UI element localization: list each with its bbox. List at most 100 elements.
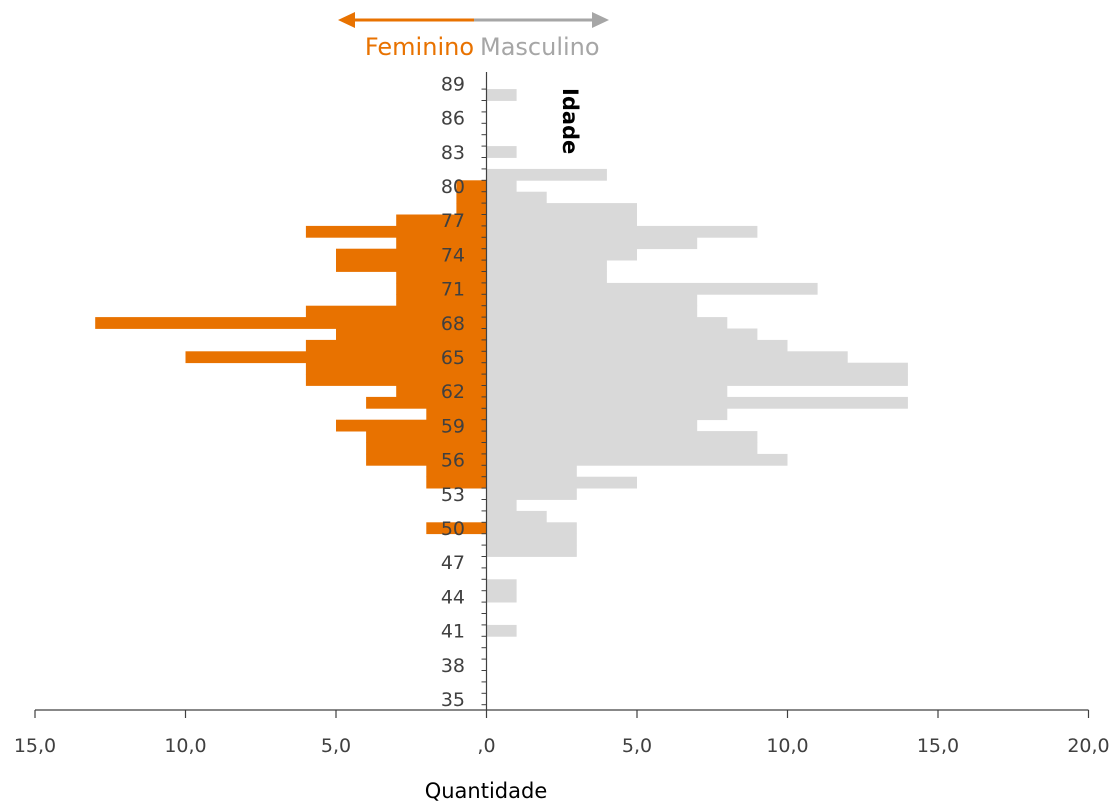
x-tick-label: 15,0 [917, 735, 959, 757]
bar-feminino-74 [336, 248, 487, 261]
bar-masculino-61 [486, 396, 908, 409]
bar-masculino-53 [486, 488, 577, 500]
bar-feminino-75 [396, 237, 487, 250]
bar-masculino-41 [486, 624, 517, 637]
bar-feminino-58 [366, 431, 487, 443]
y-tick-label: 65 [441, 347, 465, 369]
y-tick-label: 35 [441, 689, 465, 711]
bar-masculino-63 [486, 374, 908, 386]
bar-masculino-56 [486, 453, 788, 466]
bar-feminino-56 [366, 453, 487, 466]
bar-masculino-74 [486, 248, 637, 261]
bar-feminino-77 [396, 214, 487, 227]
y-tick-label: 47 [441, 552, 465, 574]
bars-group [95, 89, 908, 637]
bar-masculino-88 [486, 89, 517, 101]
y-tick-label: 86 [441, 108, 465, 130]
bar-masculino-50 [486, 522, 577, 535]
legend-masculino: Masculino [480, 33, 600, 61]
bar-masculino-65 [486, 351, 848, 364]
bar-feminino-72 [396, 271, 487, 284]
bar-masculino-58 [486, 431, 758, 443]
bar-masculino-64 [486, 362, 908, 375]
bar-feminino-73 [336, 260, 487, 272]
bar-masculino-75 [486, 237, 698, 250]
bar-masculino-44 [486, 590, 517, 603]
axes-group: 15,0 10,0 5,0 ,0 5,0 10,0 15,0 20,0 35 38 41 44 47 50… [14, 72, 1110, 757]
bar-feminino-79 [456, 191, 487, 204]
bar-masculino-51 [486, 510, 547, 523]
x-tick-label: 5,0 [622, 735, 652, 757]
bar-feminino-66 [305, 339, 487, 352]
bar-feminino-76 [305, 225, 487, 238]
y-tick-label: 83 [441, 142, 465, 164]
y-tick-label: 68 [441, 313, 465, 335]
y-tick-label: 89 [441, 73, 465, 95]
bar-feminino-67 [336, 328, 487, 341]
y-tick-label: 74 [441, 244, 465, 266]
bar-feminino-80 [456, 180, 487, 193]
bar-feminino-57 [366, 442, 487, 455]
bar-masculino-68 [486, 317, 728, 329]
bar-feminino-54 [426, 476, 487, 489]
feminino-arrow-head-icon [338, 12, 355, 28]
y-tick-label: 59 [441, 415, 465, 437]
x-tick-label: 5,0 [321, 735, 351, 757]
bar-feminino-70 [396, 294, 487, 307]
bar-masculino-70 [486, 294, 698, 307]
x-axis-title: Quantidade [425, 779, 548, 803]
bar-masculino-76 [486, 225, 758, 238]
bar-feminino-69 [305, 305, 487, 318]
bar-masculino-71 [486, 282, 818, 295]
y-axis-title: Idade [558, 88, 582, 154]
bar-masculino-62 [486, 385, 728, 398]
y-tick-label: 44 [441, 586, 465, 608]
bar-masculino-80 [486, 180, 517, 193]
legend-group: Feminino Masculino [338, 12, 609, 61]
y-tick-label: 62 [441, 381, 465, 403]
bar-masculino-57 [486, 442, 758, 455]
bar-feminino-61 [366, 396, 487, 409]
y-tick-label: 80 [441, 176, 465, 198]
x-tick-label: 10,0 [164, 735, 206, 757]
bar-feminino-60 [426, 408, 487, 421]
bar-masculino-67 [486, 328, 758, 341]
y-tick-label: 56 [441, 450, 465, 472]
legend-feminino: Feminino [365, 33, 474, 61]
bar-masculino-49 [486, 533, 577, 546]
y-tick-label: 77 [441, 210, 465, 232]
y-tick-label: 38 [441, 655, 465, 677]
y-tick-label: 41 [441, 621, 465, 643]
x-tick-label: ,0 [477, 735, 495, 757]
bar-feminino-78 [456, 203, 487, 215]
masculino-arrow-head-icon [592, 12, 609, 28]
bar-masculino-60 [486, 408, 728, 421]
bar-masculino-79 [486, 191, 547, 204]
y-tick-label: 50 [441, 518, 465, 540]
y-tick-label: 71 [441, 279, 465, 301]
bar-masculino-81 [486, 168, 607, 181]
bar-feminino-71 [396, 282, 487, 295]
x-tick-label: 10,0 [766, 735, 808, 757]
bar-feminino-68 [95, 317, 487, 329]
bar-feminino-55 [426, 465, 487, 478]
bar-masculino-59 [486, 419, 698, 432]
bar-masculino-83 [486, 146, 517, 158]
bar-masculino-72 [486, 271, 607, 284]
bar-masculino-45 [486, 579, 517, 592]
bar-masculino-48 [486, 545, 577, 557]
bar-masculino-69 [486, 305, 698, 318]
bar-feminino-63 [305, 374, 487, 386]
bar-masculino-54 [486, 476, 637, 489]
bar-masculino-66 [486, 339, 788, 352]
bar-feminino-62 [396, 385, 487, 398]
bar-feminino-65 [185, 351, 487, 364]
bar-feminino-50 [426, 522, 487, 535]
bar-feminino-64 [305, 362, 487, 375]
x-tick-label: 15,0 [14, 735, 56, 757]
bar-masculino-52 [486, 499, 517, 512]
bar-masculino-78 [486, 203, 637, 215]
bar-masculino-73 [486, 260, 607, 272]
bar-masculino-77 [486, 214, 637, 227]
